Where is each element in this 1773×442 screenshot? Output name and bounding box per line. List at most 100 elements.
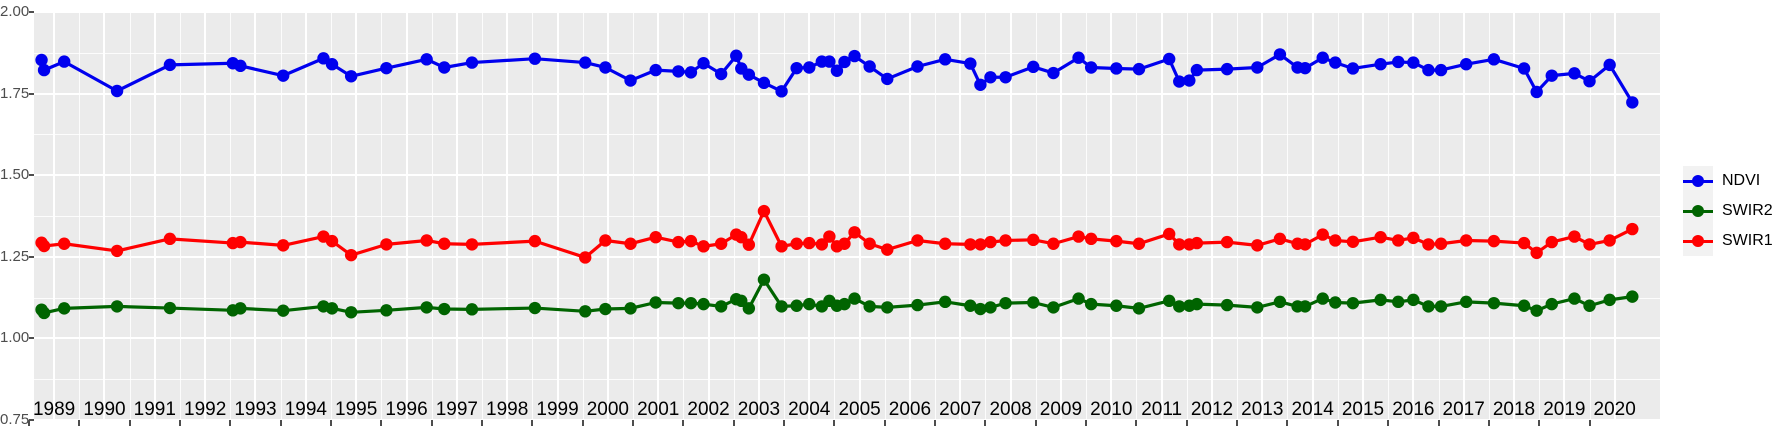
data-point <box>1190 297 1204 311</box>
gridline-x-major <box>1160 12 1163 420</box>
x-tick-mark <box>833 420 836 426</box>
data-point <box>1517 62 1531 75</box>
data-point <box>1422 238 1435 251</box>
data-point <box>697 240 710 253</box>
data-point <box>465 238 479 251</box>
data-point <box>58 55 71 68</box>
gridline-x-major <box>657 12 660 420</box>
gridline-x-minor <box>532 12 534 420</box>
gridline-x-major <box>204 12 207 420</box>
data-point <box>234 235 247 249</box>
legend-item-swir1[interactable]: SWIR1 <box>1683 226 1773 256</box>
data-point <box>1220 298 1234 312</box>
data-point <box>325 58 339 71</box>
data-point <box>1183 74 1196 87</box>
data-point <box>37 239 51 253</box>
data-point <box>730 49 743 62</box>
x-tick-mark <box>632 420 635 426</box>
data-point <box>823 230 836 243</box>
x-tick-mark <box>27 420 30 426</box>
series-line <box>39 209 1634 260</box>
data-point <box>528 52 542 65</box>
data-point <box>649 296 662 309</box>
data-point <box>1173 75 1186 88</box>
data-point <box>1407 231 1420 245</box>
legend-item-ndvi[interactable]: NDVI <box>1683 166 1773 196</box>
data-point <box>863 237 876 250</box>
x-tick-mark <box>128 420 131 426</box>
data-point <box>1298 300 1312 313</box>
data-point <box>1626 290 1639 303</box>
data-point <box>438 302 451 316</box>
data-point <box>1568 67 1581 80</box>
data-point <box>1392 295 1405 309</box>
data-point <box>1422 300 1435 313</box>
gridline-x-minor <box>230 12 232 420</box>
data-point <box>684 234 698 248</box>
data-point <box>1047 66 1060 80</box>
data-point <box>1316 228 1329 241</box>
data-point <box>838 297 851 311</box>
data-point <box>1545 235 1558 249</box>
data-point <box>420 53 433 66</box>
data-point <box>684 66 698 79</box>
x-tick-mark <box>229 420 232 426</box>
x-tick-mark <box>934 420 937 426</box>
gridline-x-minor <box>1035 12 1037 420</box>
data-point <box>790 61 803 75</box>
x-tick-mark <box>178 420 181 426</box>
x-tick-mark <box>481 420 484 426</box>
x-tick-label: 2012 <box>1190 399 1234 420</box>
x-tick-mark <box>380 420 383 426</box>
gridline-y-minor <box>34 52 1660 54</box>
y-tick-label: 2.00 <box>0 3 30 20</box>
gridline-x-minor <box>1388 12 1390 420</box>
data-point <box>1407 56 1420 69</box>
x-tick-mark <box>1185 420 1188 426</box>
gridline-x-major <box>1513 12 1515 420</box>
data-point <box>1329 56 1342 69</box>
gridline-x-minor <box>1438 12 1440 420</box>
data-point <box>1487 234 1501 248</box>
data-point <box>1434 237 1448 250</box>
x-tick-mark <box>783 420 786 426</box>
data-point <box>999 296 1012 310</box>
x-tick-mark <box>1336 420 1339 426</box>
legend-item-swir2[interactable]: SWIR2 <box>1683 196 1773 226</box>
data-point <box>1392 55 1405 69</box>
gridline-x-major <box>103 12 106 420</box>
gridline-x-minor <box>1589 12 1591 420</box>
data-point <box>1072 292 1085 305</box>
data-point <box>1374 231 1387 244</box>
data-point <box>1251 61 1264 74</box>
data-point <box>528 301 542 315</box>
data-point <box>757 273 771 286</box>
data-point <box>1047 237 1060 250</box>
data-point <box>1346 62 1360 75</box>
x-tick-mark <box>1034 420 1037 426</box>
gridline-x-major <box>556 12 559 420</box>
y-tick-mark <box>29 174 34 177</box>
data-point <box>1545 69 1558 82</box>
data-point <box>325 234 339 248</box>
gridline-x-major <box>1110 12 1113 420</box>
gridline-x-major <box>1613 12 1616 420</box>
data-point <box>757 76 771 90</box>
x-tick-label: 2005 <box>838 399 881 420</box>
x-tick-mark <box>430 420 433 426</box>
data-point <box>1132 237 1146 250</box>
gridline-x-minor <box>1086 12 1088 420</box>
data-point <box>881 243 894 256</box>
data-point <box>438 237 451 250</box>
gridline-x-minor <box>431 12 433 420</box>
data-point <box>938 237 952 250</box>
gridline-x-minor <box>79 12 81 420</box>
legend-label: SWIR2 <box>1722 202 1773 219</box>
gridline-x-major <box>707 12 710 420</box>
series-swir2 <box>35 273 1639 320</box>
data-point <box>848 292 861 305</box>
data-point <box>344 70 358 83</box>
data-point <box>1298 61 1312 75</box>
y-tick-mark <box>29 419 34 421</box>
x-tick-label: 2014 <box>1291 399 1334 420</box>
